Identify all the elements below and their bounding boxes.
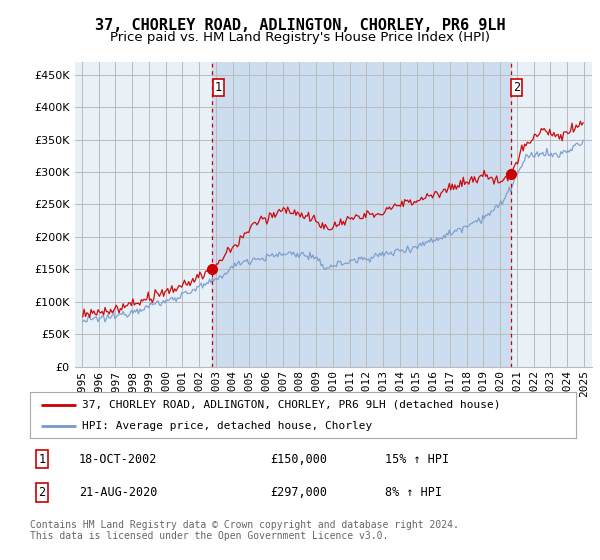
Text: 18-OCT-2002: 18-OCT-2002: [79, 453, 158, 466]
Text: 2: 2: [513, 81, 520, 94]
Text: £150,000: £150,000: [270, 453, 327, 466]
Text: 15% ↑ HPI: 15% ↑ HPI: [385, 453, 449, 466]
Text: Contains HM Land Registry data © Crown copyright and database right 2024.
This d: Contains HM Land Registry data © Crown c…: [30, 520, 459, 542]
Bar: [212, 62, 511, 367]
Text: 37, CHORLEY ROAD, ADLINGTON, CHORLEY, PR6 9LH (detached house): 37, CHORLEY ROAD, ADLINGTON, CHORLEY, PR…: [82, 400, 500, 410]
Text: 37, CHORLEY ROAD, ADLINGTON, CHORLEY, PR6 9LH: 37, CHORLEY ROAD, ADLINGTON, CHORLEY, PR…: [95, 18, 505, 33]
Text: 1: 1: [215, 81, 222, 94]
Text: 8% ↑ HPI: 8% ↑ HPI: [385, 486, 442, 499]
Text: HPI: Average price, detached house, Chorley: HPI: Average price, detached house, Chor…: [82, 422, 372, 431]
Text: 1: 1: [38, 453, 46, 466]
Text: £297,000: £297,000: [270, 486, 327, 499]
Text: 2: 2: [38, 486, 46, 499]
Text: Price paid vs. HM Land Registry's House Price Index (HPI): Price paid vs. HM Land Registry's House …: [110, 31, 490, 44]
Text: 21-AUG-2020: 21-AUG-2020: [79, 486, 158, 499]
